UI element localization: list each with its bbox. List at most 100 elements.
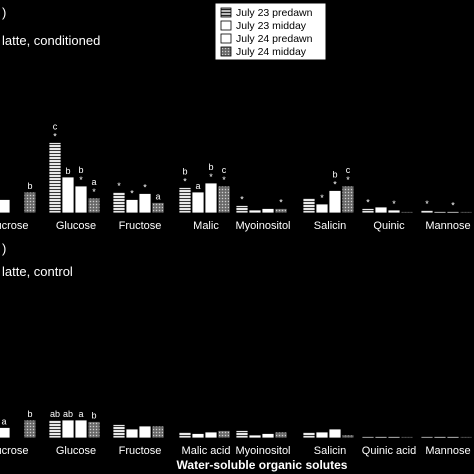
- panel-b-category-quinic-acid: Quinic acid: [362, 445, 416, 457]
- panel-a-annotation-myoinositol: *: [240, 195, 244, 205]
- panel-a-category-salicin: Salicin: [314, 220, 346, 232]
- x-axis-title: Water-soluble organic solutes: [177, 458, 348, 472]
- panel-b-bar-salicin-july-23-midday: [315, 431, 329, 439]
- panel-b-annotation-glucose: b: [91, 411, 96, 421]
- panel-a-annotation-mannose: *: [425, 199, 429, 209]
- legend-swatch-july23-predawn: [220, 7, 232, 18]
- panel-b-bar-quinic-acid-july-24-midday: [400, 436, 414, 439]
- panel-b-annotation-glucose: ab: [63, 409, 73, 419]
- panel-a-annotation-fructose: *: [143, 183, 147, 193]
- panel-a-category-quinic: Quinic: [373, 220, 405, 232]
- panel-a-bar-glucose-july-24-predawn: [74, 185, 88, 214]
- legend-label-july24-predawn: July 24 predawn: [236, 33, 313, 45]
- panel-b-bar-myoinositol-july-23-predawn: [235, 430, 249, 439]
- panel-b-bar-mannose-july-23-midday: [433, 436, 447, 439]
- panel-b-annotation-glucose: a: [78, 409, 83, 419]
- panel-a-annotation-quinic: *: [366, 198, 370, 208]
- panel-b-bar-fructose-july-23-predawn: [112, 424, 126, 439]
- panel-a-bar-glucose-july-23-midday: [61, 176, 75, 214]
- panel-a-bar-salicin-july-23-predawn: [302, 197, 316, 214]
- legend-label-july23-predawn: July 23 predawn: [236, 7, 313, 19]
- panel-a-bar-glucose-july-24-midday: [87, 197, 101, 214]
- panel-a-bar-mannose-july-23-midday: [433, 211, 447, 214]
- panel-a-annotation-malic: c: [222, 165, 227, 175]
- panel-a-annotation-ucrose: b: [27, 181, 32, 191]
- panel-a-bar-mannose-july-24-predawn: [446, 211, 460, 214]
- panel-b-marker: ): [2, 241, 6, 256]
- panel-b-category-glucose: Glucose: [56, 445, 96, 457]
- panel-b-category-malic-acid: Malic acid: [182, 445, 231, 457]
- legend-label-july24-midday: July 24 midday: [236, 46, 307, 58]
- panel-b-bar-glucose-july-24-midday: [87, 421, 101, 439]
- panel-a-bar-mannose-july-24-midday: [459, 211, 473, 214]
- panel-a-bar-fructose-july-23-predawn: [112, 191, 126, 214]
- panel-a-marker: ): [2, 5, 6, 20]
- panel-b-bar-quinic-acid-july-23-midday: [374, 436, 388, 439]
- panel-b-bar-malic-acid-july-23-midday: [191, 433, 205, 439]
- panel-a-annotation-fructose: a: [155, 192, 160, 202]
- panel-a-annotation-glucose: b: [65, 166, 70, 176]
- panel-a-annotation-fructose: *: [117, 181, 121, 191]
- panel-a-bar-quinic-july-24-predawn: [387, 209, 401, 214]
- panel-a-bar-quinic-july-23-predawn: [361, 208, 375, 214]
- panel-a-annotation-malic: *: [209, 172, 213, 182]
- panel-a-bars: ucrose Glucose Fructose Malic Myoinositol Sal…: [0, 122, 473, 232]
- panel-b-bar-malic-acid-july-24-midday: [217, 430, 231, 439]
- panel-a-annotation-malic: a: [195, 181, 200, 191]
- panel-a-bar-malic-july-24-predawn: [204, 182, 218, 214]
- legend-label-july23-midday: July 23 midday: [236, 20, 307, 32]
- panel-a-category-ucrose: ucrose: [0, 220, 29, 232]
- panel-b-bar-glucose-july-23-midday: [61, 419, 75, 439]
- panel-a-bar-salicin-july-24-predawn: [328, 190, 342, 214]
- panel-a-title: latte, conditioned: [2, 33, 100, 48]
- panel-a-annotation-glucose: *: [92, 187, 96, 197]
- panel-b-bars: ucrose Glucose Fructose Malic acid Myoinosit…: [0, 409, 473, 457]
- panel-a-bar-fructose-july-24-predawn: [138, 193, 152, 214]
- panel-a-bar-malic-july-24-midday: [217, 185, 231, 214]
- panel-a-annotation-mannose: *: [451, 201, 455, 211]
- panel-a-bar-myoinositol-july-24-predawn: [261, 208, 275, 214]
- panel-b-bar-mannose-july-24-midday: [459, 436, 473, 439]
- panel-a-annotation-quinic: *: [392, 199, 396, 209]
- panel-b-category-myoinositol: Myoinositol: [235, 445, 290, 457]
- panel-b-bar-myoinositol-july-24-predawn: [261, 433, 275, 439]
- panel-a-annotation-glucose: c: [53, 122, 58, 132]
- panel-b-category-ucrose: ucrose: [0, 445, 29, 457]
- panel-a-bar-glucose-july-23-predawn: [48, 142, 62, 214]
- panel-a-bar-quinic-july-23-midday: [374, 206, 388, 214]
- panel-a-category-malic: Malic: [193, 220, 219, 232]
- panel-a-bar-myoinositol-july-23-predawn: [235, 205, 249, 214]
- legend-swatch-july23-midday: [220, 20, 232, 31]
- panel-a-category-glucose: Glucose: [56, 220, 96, 232]
- panel-a-bar-ucrose-july-23-midday: [0, 199, 11, 214]
- panel-b-bar-myoinositol-july-24-midday: [274, 431, 288, 439]
- panel-a-annotation-salicin: c: [346, 165, 351, 175]
- panel-a-annotation-salicin: *: [346, 175, 350, 185]
- panel-b-bar-ucrose-july-24-midday: [23, 419, 37, 439]
- legend-swatch-july24-predawn: [220, 33, 232, 44]
- panel-a-bar-quinic-july-24-midday: [400, 211, 414, 214]
- panel-b-bar-salicin-july-23-predawn: [302, 431, 316, 439]
- panel-b-bar-fructose-july-24-midday: [151, 425, 165, 439]
- panel-a-annotation-malic: b: [208, 162, 213, 172]
- panel-a-annotation-salicin: *: [333, 180, 337, 190]
- panel-b-category-fructose: Fructose: [119, 445, 162, 457]
- panel-a-annotation-fructose: *: [130, 189, 134, 199]
- panel-a-annotation-glucose: *: [53, 132, 57, 142]
- panel-b-bar-glucose-july-24-predawn: [74, 419, 88, 439]
- panel-b-bar-salicin-july-24-midday: [341, 434, 355, 439]
- panel-b-bar-glucose-july-23-predawn: [48, 419, 62, 439]
- panel-a-bar-myoinositol-july-23-midday: [248, 209, 262, 214]
- panel-b-bar-fructose-july-23-midday: [125, 428, 139, 439]
- panel-a-category-fructose: Fructose: [119, 220, 162, 232]
- panel-b-bar-quinic-acid-july-23-predawn: [361, 436, 375, 439]
- panel-a-bar-salicin-july-24-midday: [341, 185, 355, 214]
- panel-a-bar-mannose-july-23-predawn: [420, 209, 434, 214]
- panel-a-annotation-salicin: *: [320, 193, 324, 203]
- panel-a-annotation-malic: *: [183, 177, 187, 187]
- panel-b-bar-ucrose-july-23-midday: [0, 427, 11, 439]
- panel-b-bar-malic-acid-july-23-predawn: [178, 431, 192, 439]
- panel-b-title: latte, control: [2, 264, 73, 279]
- panel-a-bar-ucrose-july-24-midday: [23, 191, 37, 214]
- panel-b-bar-salicin-july-24-predawn: [328, 428, 342, 439]
